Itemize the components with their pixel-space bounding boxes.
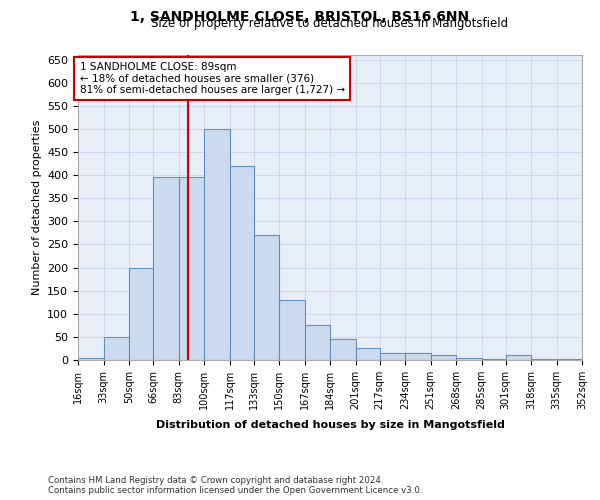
Bar	[531, 358, 557, 360]
Text: 1 SANDHOLME CLOSE: 89sqm
← 18% of detached houses are smaller (376)
81% of semi-: 1 SANDHOLME CLOSE: 89sqm ← 18% of detach…	[79, 62, 344, 95]
Bar	[355, 348, 380, 360]
Bar	[482, 358, 505, 360]
Bar	[330, 339, 355, 360]
Bar	[305, 326, 330, 360]
Y-axis label: Number of detached properties: Number of detached properties	[32, 120, 41, 295]
Bar	[254, 235, 279, 360]
Title: Size of property relative to detached houses in Mangotsfield: Size of property relative to detached ho…	[151, 17, 509, 30]
Bar	[204, 129, 229, 360]
Bar	[505, 356, 531, 360]
Bar	[179, 178, 204, 360]
Bar	[557, 358, 582, 360]
Bar	[153, 178, 179, 360]
Bar	[279, 300, 305, 360]
Text: Contains HM Land Registry data © Crown copyright and database right 2024.
Contai: Contains HM Land Registry data © Crown c…	[48, 476, 422, 495]
Bar	[456, 358, 482, 360]
Text: 1, SANDHOLME CLOSE, BRISTOL, BS16 6NN: 1, SANDHOLME CLOSE, BRISTOL, BS16 6NN	[130, 10, 470, 24]
Bar	[229, 166, 254, 360]
X-axis label: Distribution of detached houses by size in Mangotsfield: Distribution of detached houses by size …	[155, 420, 505, 430]
Bar	[380, 353, 405, 360]
Bar	[405, 353, 431, 360]
Bar	[431, 356, 456, 360]
Bar	[104, 337, 129, 360]
Bar	[78, 358, 104, 360]
Bar	[129, 268, 153, 360]
